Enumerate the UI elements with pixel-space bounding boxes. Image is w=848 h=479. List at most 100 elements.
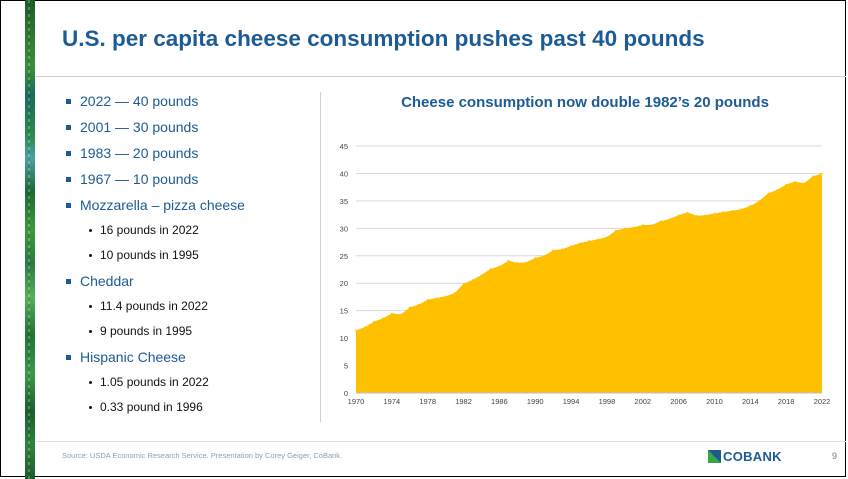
- x-tick-label: 1970: [348, 397, 365, 406]
- y-tick-label: 35: [340, 197, 348, 206]
- data-point: [480, 274, 483, 276]
- source-note: Source: USDA Economic Research Service. …: [62, 451, 343, 460]
- y-tick-label: 10: [340, 334, 348, 343]
- x-tick-label: 1982: [455, 397, 472, 406]
- decorative-side-stripe: [25, 0, 35, 479]
- bullet-list: 2022 — 40 pounds 2001 — 30 pounds 1983 — 2…: [64, 88, 314, 420]
- data-point: [659, 220, 662, 222]
- data-point: [498, 265, 501, 268]
- bullet-item: Cheddar: [64, 268, 314, 294]
- data-point: [579, 242, 581, 244]
- data-point: [435, 297, 438, 299]
- data-point: [606, 236, 608, 238]
- data-point: [677, 214, 680, 216]
- data-point: [624, 227, 626, 230]
- y-tick-label: 0: [344, 389, 348, 398]
- data-point: [408, 306, 411, 309]
- data-point: [758, 200, 761, 202]
- slide-title: U.S. per capita cheese consumption pushe…: [62, 26, 705, 51]
- data-point: [534, 257, 537, 259]
- y-tick-label: 5: [344, 362, 348, 371]
- data-point: [597, 238, 599, 241]
- footer-divider: [36, 441, 846, 442]
- x-tick-label: 1978: [419, 397, 436, 406]
- sub-bullet-item: 16 pounds in 2022: [64, 218, 314, 243]
- x-tick-label: 1998: [599, 397, 616, 406]
- data-point: [364, 326, 366, 328]
- y-tick-label: 40: [340, 169, 348, 178]
- bullet-item: Hispanic Cheese: [64, 344, 314, 370]
- cobank-logo: COBANK: [708, 449, 782, 464]
- x-tick-label: 2006: [670, 397, 687, 406]
- x-tick-label: 1974: [384, 397, 401, 406]
- data-point: [355, 329, 357, 332]
- data-point: [444, 295, 447, 298]
- x-tick-label: 1986: [491, 397, 508, 406]
- chart-title: Cheese consumption now double 1982’s 20 …: [401, 94, 769, 111]
- x-tick-label: 1990: [527, 397, 544, 406]
- data-point: [641, 224, 644, 226]
- logo-wordmark: COBANK: [723, 449, 782, 464]
- data-point: [722, 211, 725, 213]
- x-tick-label: 1994: [563, 397, 580, 406]
- sub-bullet-item: 0.33 pound in 1996: [64, 395, 314, 420]
- data-point: [516, 262, 519, 264]
- data-point: [731, 209, 734, 212]
- data-point: [767, 192, 770, 195]
- data-point: [462, 282, 465, 285]
- page-number: 9: [832, 451, 838, 461]
- sub-bullet-item: 10 pounds in 1995: [64, 243, 314, 268]
- data-point: [686, 211, 689, 214]
- x-tick-label: 2018: [778, 397, 795, 406]
- data-point: [507, 259, 510, 262]
- sub-bullet-item: 11.4 pounds in 2022: [64, 294, 314, 319]
- title-divider: [36, 76, 846, 77]
- data-point: [570, 245, 572, 247]
- y-tick-label: 25: [340, 252, 348, 261]
- data-point: [471, 279, 474, 281]
- data-point: [749, 205, 752, 207]
- data-point: [588, 240, 590, 242]
- cobank-logo-icon: [708, 450, 721, 463]
- sub-bullet-item: 9 pounds in 1995: [64, 319, 314, 344]
- data-point: [417, 303, 420, 306]
- data-point: [794, 180, 796, 183]
- data-point: [713, 212, 716, 215]
- bullet-item: Mozzarella – pizza cheese: [64, 192, 314, 218]
- data-point: [453, 292, 456, 294]
- area-series: [356, 173, 822, 393]
- data-point: [633, 226, 635, 229]
- bullet-item: 2001 — 30 pounds: [64, 114, 314, 140]
- data-point: [615, 229, 617, 232]
- data-point: [426, 298, 429, 301]
- data-point: [812, 175, 814, 177]
- data-point: [821, 172, 823, 175]
- bullet-item: 1983 — 20 pounds: [64, 140, 314, 166]
- y-tick-label: 20: [340, 279, 348, 288]
- sub-bullet-item: 1.05 pounds in 2022: [64, 370, 314, 395]
- data-point: [668, 218, 671, 220]
- x-tick-label: 2010: [706, 397, 723, 406]
- bullet-item: 1967 — 10 pounds: [64, 166, 314, 192]
- data-point: [650, 224, 653, 226]
- data-point: [803, 182, 805, 185]
- data-point: [400, 313, 402, 316]
- data-point: [382, 317, 384, 320]
- data-point: [704, 214, 707, 216]
- bullet-item: 2022 — 40 pounds: [64, 88, 314, 114]
- data-point: [543, 254, 545, 257]
- data-point: [695, 214, 698, 217]
- data-point: [489, 268, 492, 270]
- data-point: [561, 248, 563, 250]
- data-point: [776, 189, 778, 191]
- x-tick-label: 2002: [634, 397, 651, 406]
- x-tick-label: 2022: [814, 397, 831, 406]
- data-point: [740, 208, 743, 210]
- column-divider: [320, 92, 321, 422]
- data-point: [373, 320, 375, 323]
- data-point: [552, 249, 554, 252]
- y-tick-label: 30: [340, 224, 348, 233]
- y-tick-label: 45: [340, 142, 348, 151]
- data-point: [525, 261, 528, 264]
